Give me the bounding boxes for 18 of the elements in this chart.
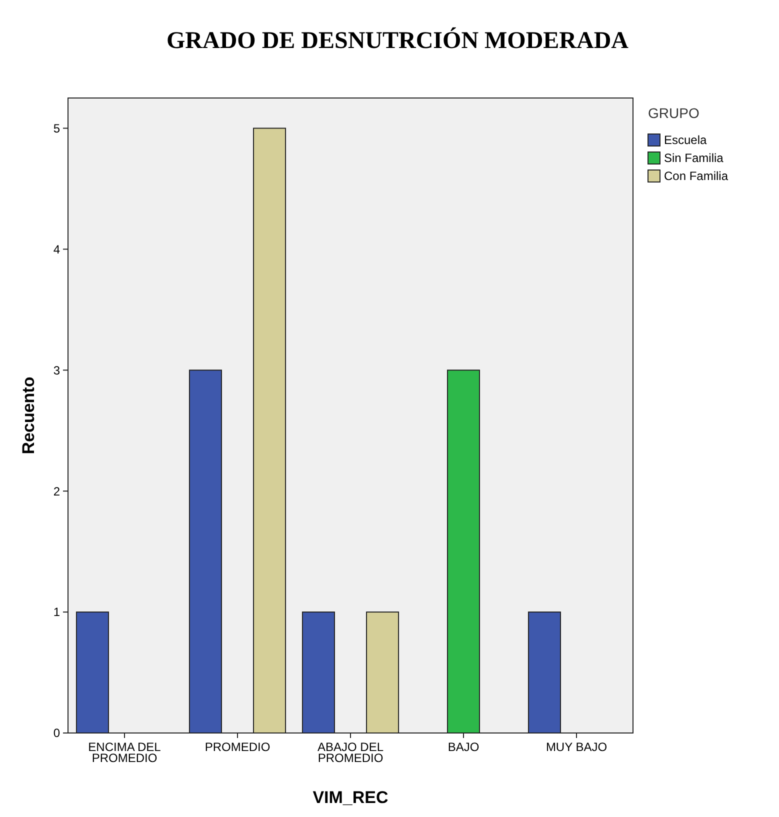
legend-title: GRUPO — [648, 105, 700, 121]
x-tick-label: PROMEDIO — [204, 740, 270, 754]
x-tick-label: ENCIMA DEL PROMEDIO — [88, 740, 162, 765]
y-axis-title: Recuento — [19, 376, 38, 454]
x-tick-label: ABAJO DEL PROMEDIO — [317, 740, 384, 765]
y-tick-label: 4 — [53, 242, 60, 256]
legend-label: Sin Familia — [664, 151, 724, 166]
x-axis-title: VIM_REC — [312, 788, 388, 807]
x-tick-label: MUY BAJO — [546, 740, 608, 754]
y-tick-label: 5 — [53, 121, 60, 136]
chart-title: GRADO DE DESNUTRCIÓN MODERADA — [166, 27, 630, 54]
y-tick-label: 0 — [53, 726, 60, 740]
y-tick-label: 3 — [53, 363, 60, 378]
x-tick-label: BAJO — [448, 740, 480, 754]
y-tick-label: 2 — [53, 484, 60, 498]
y-tick-label: 1 — [53, 605, 60, 620]
legend-label: Escuela — [664, 133, 708, 148]
legend-label: Con Familia — [664, 169, 728, 184]
